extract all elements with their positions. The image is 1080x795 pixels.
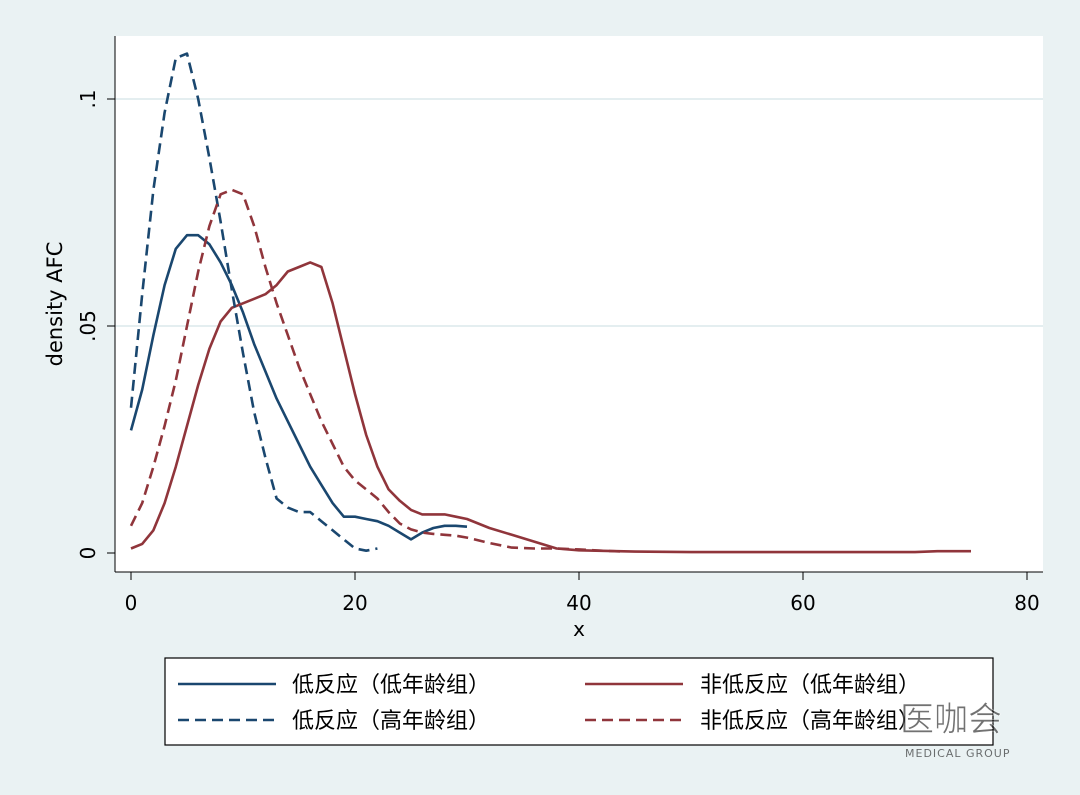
series-line-2 bbox=[129, 52, 378, 553]
legend-label-3: 非低反应（高年龄组） bbox=[700, 709, 920, 734]
axis-ticks: 0 20 40 60 80 0 .05 .1 bbox=[76, 89, 1040, 615]
y-axis-label: density AFC bbox=[43, 242, 67, 367]
legend-label-0: 低反应（低年龄组） bbox=[292, 673, 490, 698]
x-tick-label-2: 40 bbox=[566, 591, 591, 615]
legend: 低反应（低年龄组） 非低反应（低年龄组） 低反应（高年龄组） 非低反应（高年龄组） bbox=[164, 657, 994, 746]
series-line-3 bbox=[129, 188, 624, 553]
x-tick-label-1: 20 bbox=[342, 591, 367, 615]
legend-box bbox=[164, 657, 994, 746]
x-tick-label-0: 0 bbox=[125, 591, 138, 615]
plot-area bbox=[115, 36, 1043, 572]
legend-label-1: 非低反应（低年龄组） bbox=[700, 673, 920, 698]
gridlines bbox=[115, 98, 1043, 327]
y-tick-label-2: .1 bbox=[76, 89, 100, 108]
y-tick-label-0: 0 bbox=[76, 547, 100, 560]
y-tick-label-1: .05 bbox=[76, 310, 100, 342]
x-axis-label: x bbox=[573, 617, 585, 641]
x-tick-label-3: 60 bbox=[790, 591, 815, 615]
watermark: 医咖会 MEDICAL GROUP bbox=[900, 700, 1011, 760]
series-line-0 bbox=[129, 233, 468, 541]
watermark-subtext: MEDICAL GROUP bbox=[905, 747, 1011, 760]
legend-label-2: 低反应（高年龄组） bbox=[292, 709, 490, 734]
series-lines bbox=[129, 52, 971, 554]
series-line-1 bbox=[130, 261, 971, 554]
watermark-text: 医咖会 bbox=[900, 700, 1002, 740]
x-tick-label-4: 80 bbox=[1014, 591, 1039, 615]
